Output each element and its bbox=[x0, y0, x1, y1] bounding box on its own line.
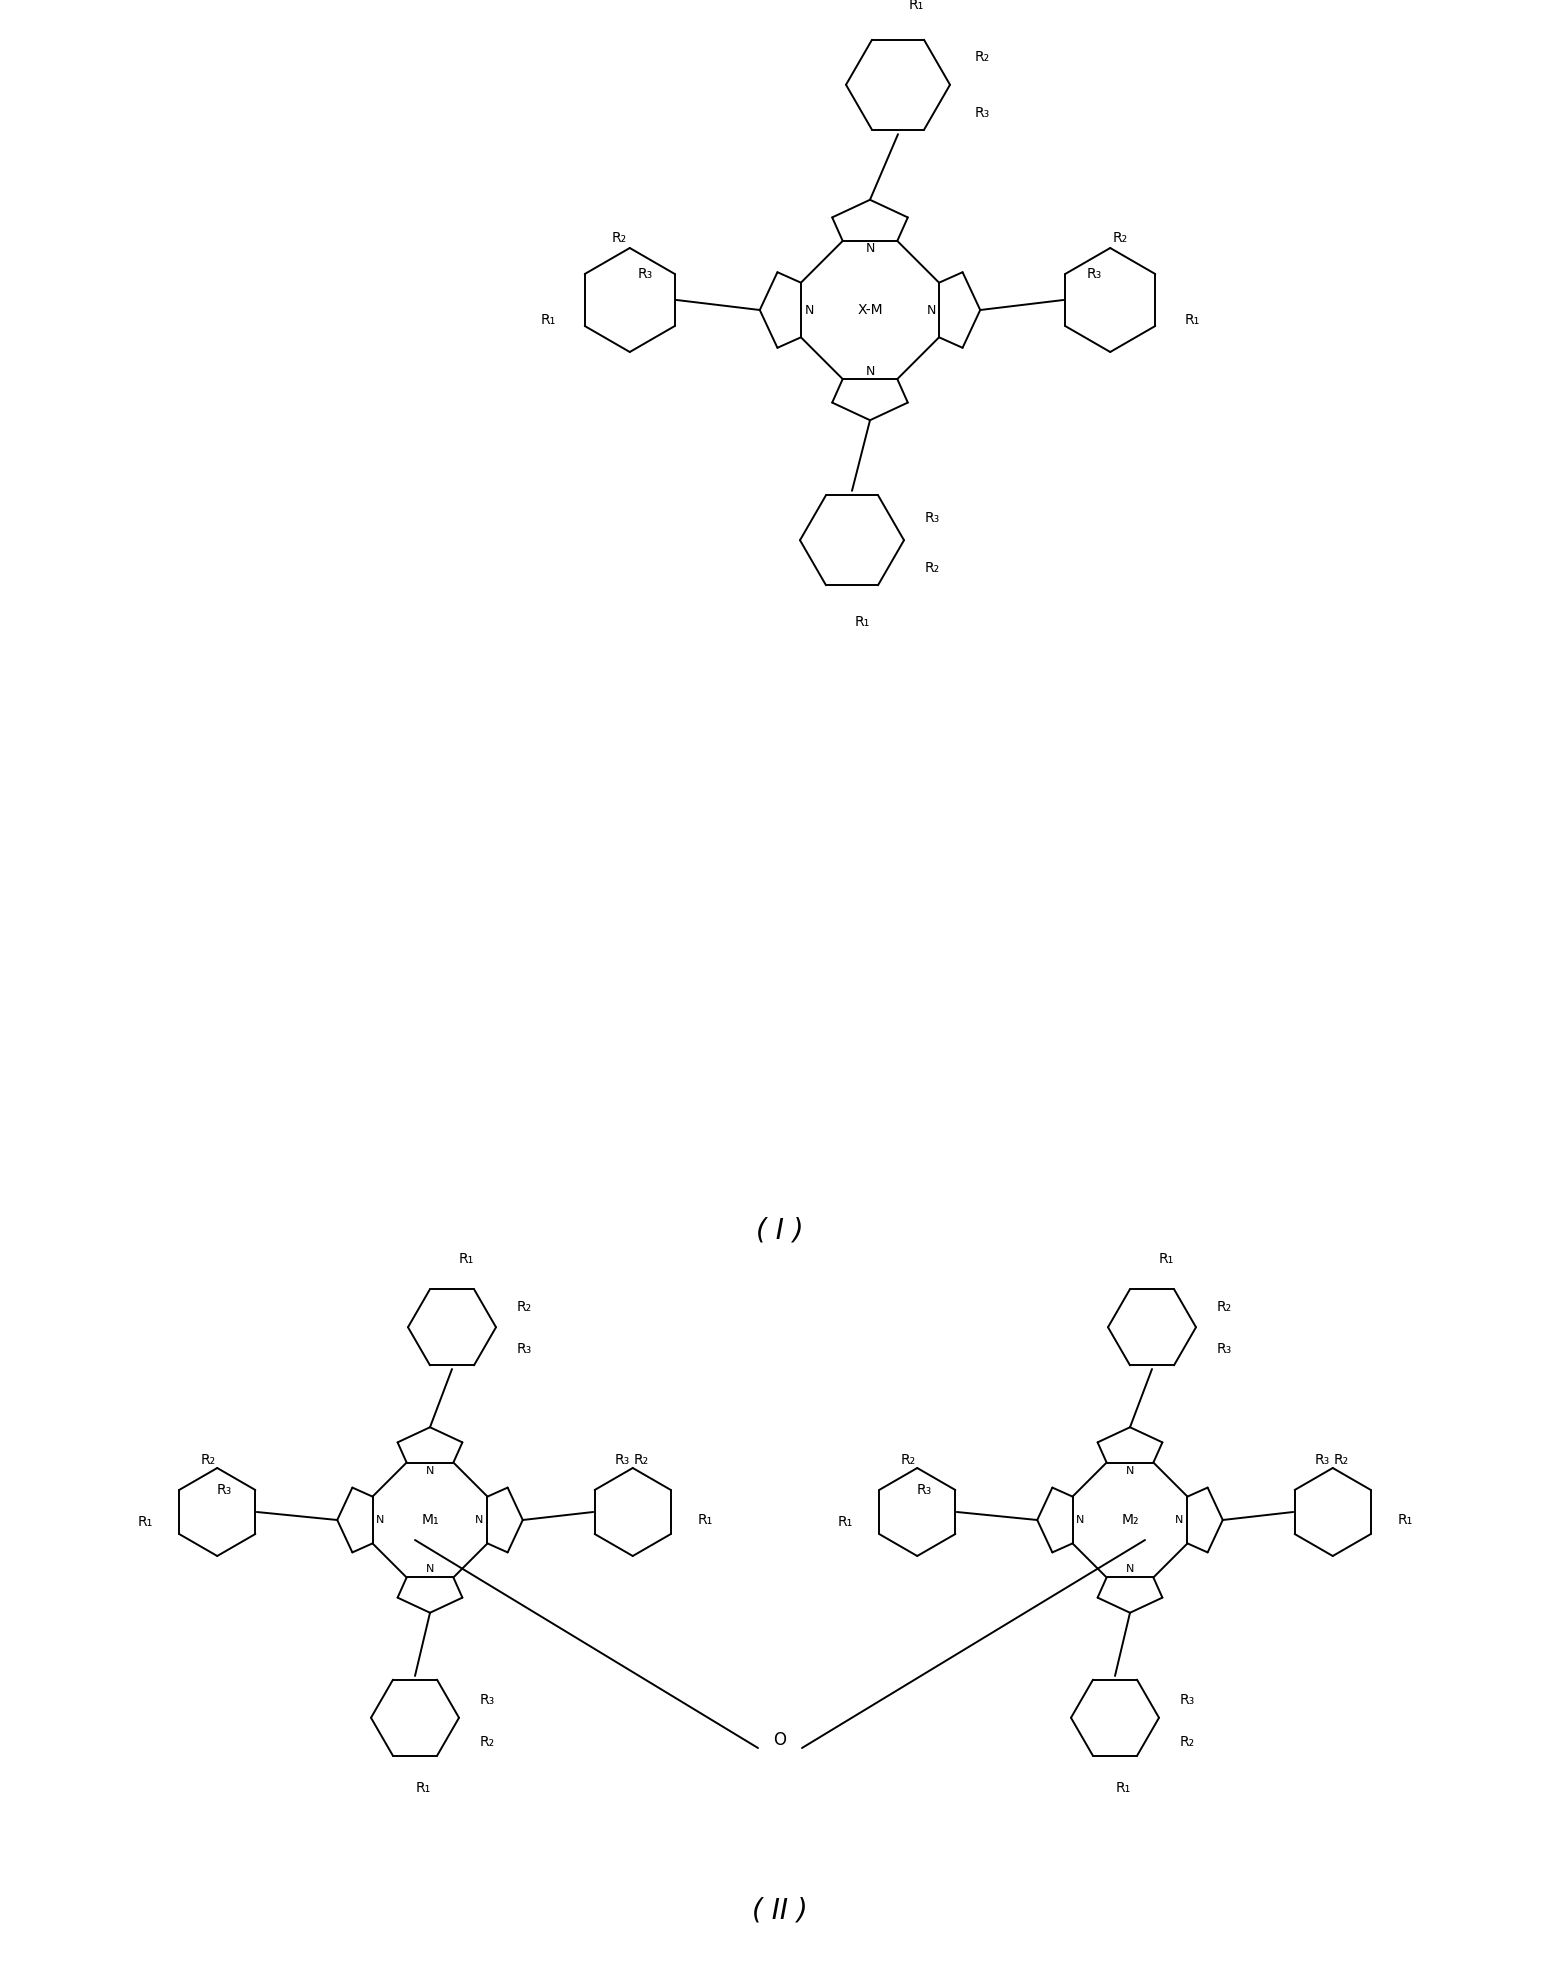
Text: X-M: X-M bbox=[857, 304, 884, 317]
Text: N: N bbox=[1077, 1514, 1085, 1524]
Text: N: N bbox=[804, 304, 813, 316]
Text: R₂: R₂ bbox=[924, 562, 940, 576]
Text: R₂: R₂ bbox=[1335, 1453, 1349, 1467]
Text: R₁: R₁ bbox=[415, 1781, 431, 1795]
Text: R₁: R₁ bbox=[1397, 1513, 1413, 1526]
Text: R₁: R₁ bbox=[1116, 1781, 1130, 1795]
Text: N: N bbox=[1125, 1564, 1135, 1574]
Text: N: N bbox=[426, 1465, 434, 1475]
Text: O: O bbox=[774, 1731, 787, 1749]
Text: M₂: M₂ bbox=[1121, 1513, 1140, 1526]
Text: ( I ): ( I ) bbox=[756, 1217, 804, 1244]
Text: R₁: R₁ bbox=[909, 0, 924, 12]
Text: R₁: R₁ bbox=[459, 1252, 473, 1266]
Text: R₃: R₃ bbox=[517, 1343, 532, 1357]
Text: N: N bbox=[1125, 1465, 1135, 1475]
Text: N: N bbox=[426, 1564, 434, 1574]
Text: R₂: R₂ bbox=[634, 1453, 649, 1467]
Text: R₃: R₃ bbox=[1216, 1343, 1232, 1357]
Text: R₁: R₁ bbox=[540, 314, 556, 327]
Text: R₃: R₃ bbox=[1180, 1692, 1194, 1706]
Text: R₂: R₂ bbox=[1216, 1300, 1232, 1313]
Text: R₂: R₂ bbox=[974, 49, 990, 63]
Text: R₁: R₁ bbox=[1158, 1252, 1174, 1266]
Text: R₂: R₂ bbox=[1180, 1735, 1194, 1749]
Text: R₁: R₁ bbox=[698, 1513, 712, 1526]
Text: R₂: R₂ bbox=[201, 1453, 215, 1467]
Text: R₃: R₃ bbox=[916, 1483, 932, 1497]
Text: R₃: R₃ bbox=[924, 511, 940, 525]
Text: R₃: R₃ bbox=[217, 1483, 231, 1497]
Text: R₃: R₃ bbox=[638, 266, 652, 280]
Text: R₃: R₃ bbox=[479, 1692, 495, 1706]
Text: M₁: M₁ bbox=[421, 1513, 439, 1526]
Text: R₂: R₂ bbox=[479, 1735, 495, 1749]
Text: N: N bbox=[926, 304, 935, 316]
Text: R₃: R₃ bbox=[1314, 1453, 1330, 1467]
Text: N: N bbox=[1175, 1514, 1183, 1524]
Text: N: N bbox=[376, 1514, 384, 1524]
Text: N: N bbox=[865, 243, 874, 256]
Text: R₃: R₃ bbox=[1086, 266, 1102, 280]
Text: R₂: R₂ bbox=[517, 1300, 532, 1313]
Text: R₁: R₁ bbox=[854, 615, 869, 629]
Text: N: N bbox=[865, 365, 874, 377]
Text: R₁: R₁ bbox=[838, 1514, 852, 1528]
Text: R₂: R₂ bbox=[1113, 231, 1129, 245]
Text: N: N bbox=[475, 1514, 484, 1524]
Text: R₂: R₂ bbox=[612, 231, 628, 245]
Text: R₁: R₁ bbox=[137, 1514, 153, 1528]
Text: R₁: R₁ bbox=[1185, 314, 1200, 327]
Text: R₃: R₃ bbox=[974, 106, 990, 120]
Text: ( II ): ( II ) bbox=[752, 1895, 809, 1925]
Text: R₂: R₂ bbox=[901, 1453, 916, 1467]
Text: R₃: R₃ bbox=[613, 1453, 629, 1467]
